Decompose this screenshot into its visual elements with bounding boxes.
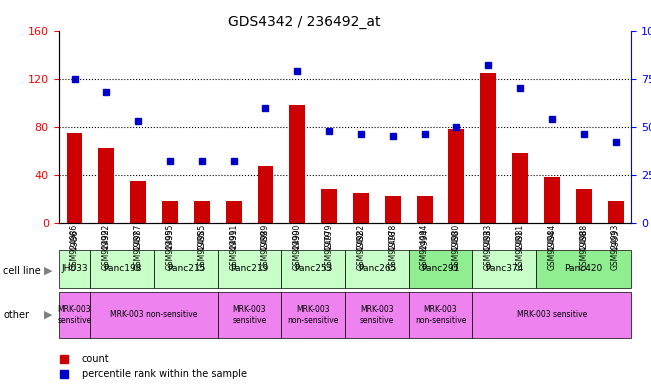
Bar	[512, 153, 528, 223]
Text: MRK-003 sensitive: MRK-003 sensitive	[517, 310, 587, 319]
FancyBboxPatch shape	[281, 250, 345, 288]
FancyBboxPatch shape	[409, 250, 473, 288]
Text: cell line: cell line	[3, 266, 41, 276]
Text: MRK-003
sensitive: MRK-003 sensitive	[232, 305, 267, 324]
Bar	[321, 189, 337, 223]
FancyBboxPatch shape	[217, 250, 281, 288]
FancyBboxPatch shape	[536, 250, 631, 288]
FancyBboxPatch shape	[154, 250, 217, 288]
Text: GSM924995: GSM924995	[165, 224, 174, 270]
Text: GSM924991: GSM924991	[229, 224, 238, 270]
Text: MRK-003
non-sensitive: MRK-003 non-sensitive	[288, 305, 339, 324]
Bar	[544, 177, 560, 223]
Text: GSM924992: GSM924992	[102, 224, 111, 270]
FancyBboxPatch shape	[409, 292, 473, 338]
FancyBboxPatch shape	[473, 292, 631, 338]
Text: GSM924984: GSM924984	[547, 224, 557, 270]
Bar	[130, 181, 146, 223]
Text: GSM924989: GSM924989	[261, 224, 270, 270]
Text: percentile rank within the sample: percentile rank within the sample	[81, 369, 247, 379]
FancyBboxPatch shape	[90, 250, 154, 288]
Text: MRK-003
sensitive: MRK-003 sensitive	[57, 305, 92, 324]
Bar	[353, 193, 369, 223]
Text: MRK-003
non-sensitive: MRK-003 non-sensitive	[415, 305, 466, 324]
Text: GSM924978: GSM924978	[388, 224, 397, 270]
Text: GSM924980: GSM924980	[452, 224, 461, 270]
Bar	[66, 133, 83, 223]
FancyBboxPatch shape	[59, 292, 90, 338]
Bar	[607, 201, 624, 223]
Text: Panc265: Panc265	[357, 264, 396, 273]
Text: Panc374: Panc374	[485, 264, 523, 273]
FancyBboxPatch shape	[281, 292, 345, 338]
Text: GSM924979: GSM924979	[325, 224, 333, 270]
FancyBboxPatch shape	[345, 250, 409, 288]
FancyBboxPatch shape	[59, 250, 90, 288]
Text: GDS4342 / 236492_at: GDS4342 / 236492_at	[228, 15, 380, 29]
Text: GSM924993: GSM924993	[611, 224, 620, 270]
Text: GSM924994: GSM924994	[420, 224, 429, 270]
Text: Panc219: Panc219	[230, 264, 269, 273]
Text: GSM924988: GSM924988	[579, 224, 589, 270]
FancyBboxPatch shape	[345, 292, 409, 338]
FancyBboxPatch shape	[217, 292, 281, 338]
Text: GSM924986: GSM924986	[70, 224, 79, 270]
Bar	[98, 148, 115, 223]
Text: GSM924983: GSM924983	[484, 224, 493, 270]
FancyBboxPatch shape	[473, 250, 536, 288]
Bar	[417, 196, 432, 223]
Bar	[385, 196, 401, 223]
Text: other: other	[3, 310, 29, 320]
Text: GSM924990: GSM924990	[293, 224, 302, 270]
Text: MRK-003 non-sensitive: MRK-003 non-sensitive	[111, 310, 198, 319]
Bar	[226, 201, 242, 223]
Text: ▶: ▶	[44, 266, 53, 276]
Text: Panc215: Panc215	[167, 264, 205, 273]
Bar	[575, 189, 592, 223]
Text: count: count	[81, 354, 109, 364]
Text: MRK-003
sensitive: MRK-003 sensitive	[360, 305, 394, 324]
Text: GSM924982: GSM924982	[357, 224, 365, 270]
Text: GSM924981: GSM924981	[516, 224, 525, 270]
Bar	[194, 201, 210, 223]
Bar	[289, 105, 305, 223]
Text: ▶: ▶	[44, 310, 53, 320]
Bar	[162, 201, 178, 223]
FancyBboxPatch shape	[90, 292, 217, 338]
Text: Panc198: Panc198	[103, 264, 141, 273]
Text: Panc291: Panc291	[421, 264, 460, 273]
Text: GSM924987: GSM924987	[133, 224, 143, 270]
Text: GSM924985: GSM924985	[197, 224, 206, 270]
Bar	[449, 129, 464, 223]
Bar	[258, 166, 273, 223]
Text: JH033: JH033	[61, 264, 88, 273]
Bar	[480, 73, 496, 223]
Text: Panc253: Panc253	[294, 264, 333, 273]
Text: Panc420: Panc420	[564, 264, 603, 273]
